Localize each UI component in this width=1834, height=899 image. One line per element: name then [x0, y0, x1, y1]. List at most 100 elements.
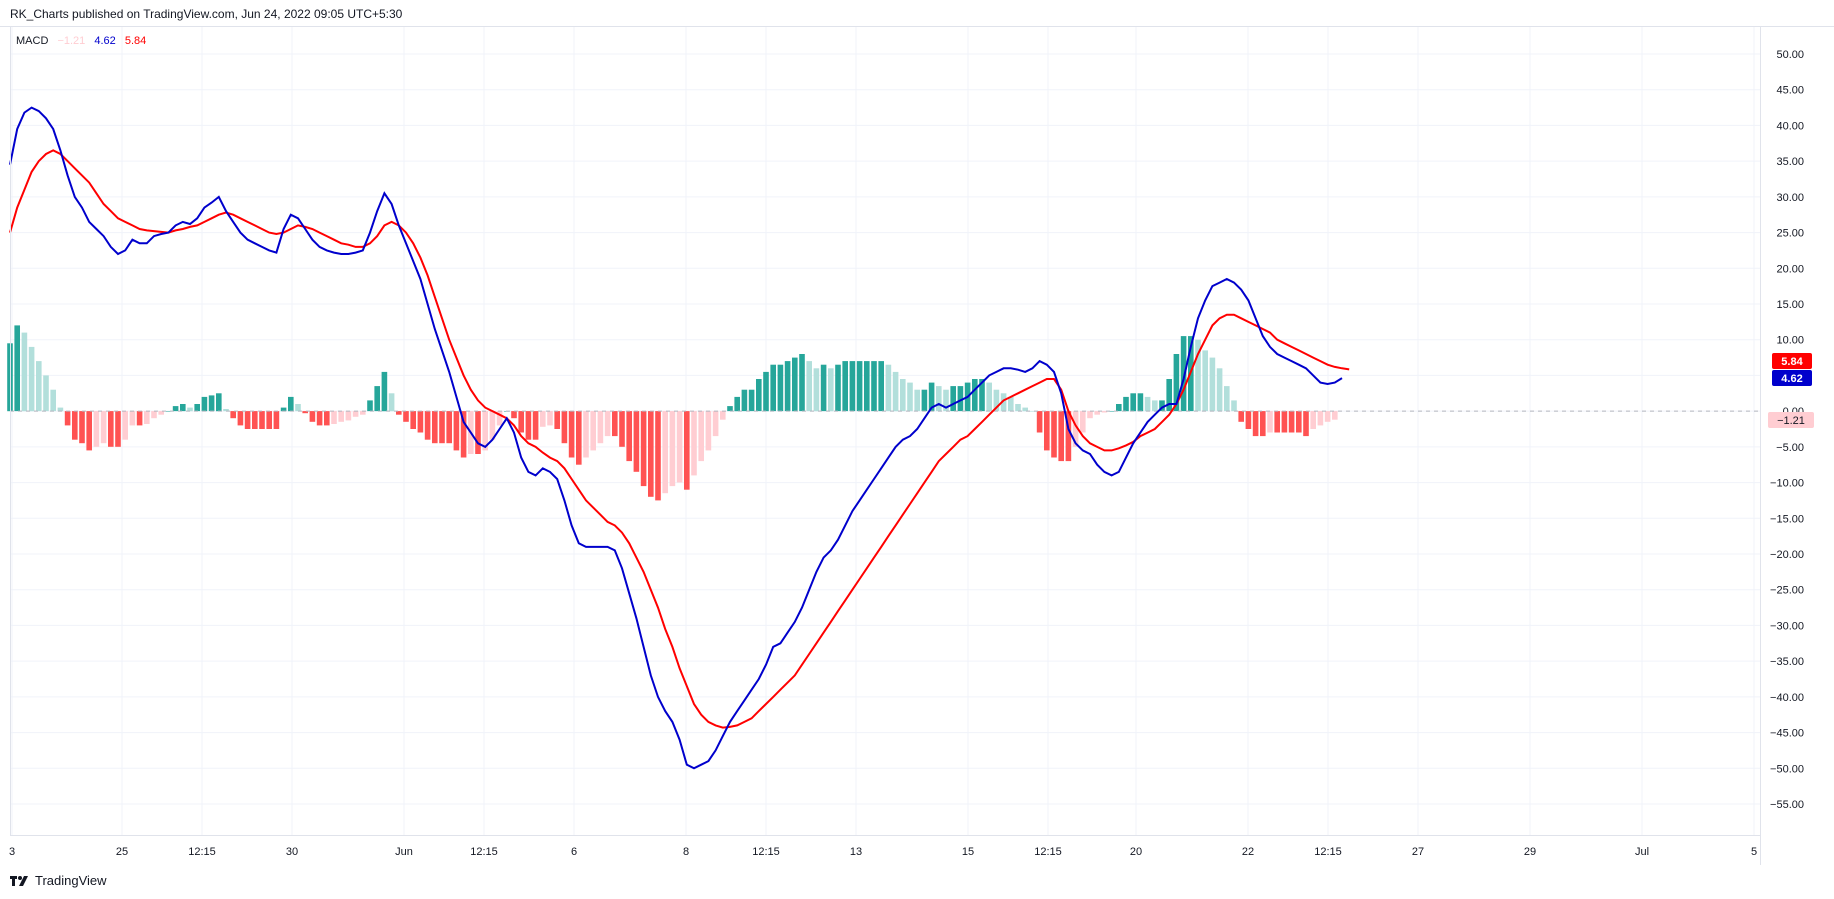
histogram-bar — [72, 411, 78, 440]
histogram-bar — [475, 411, 481, 454]
y-tick-label: −35.00 — [1770, 656, 1804, 668]
histogram-bar — [532, 411, 539, 440]
histogram-bar — [1036, 411, 1043, 433]
histogram-bar — [1101, 411, 1108, 413]
histogram-bar — [734, 396, 740, 412]
histogram-bar — [1080, 411, 1086, 433]
histogram-bar — [424, 411, 431, 440]
histogram-bar — [792, 357, 798, 412]
histogram-bar — [1267, 411, 1273, 433]
histogram-bar — [871, 361, 877, 412]
histogram-bar — [403, 411, 409, 422]
histogram-bar — [1238, 411, 1244, 422]
histogram-bar — [410, 411, 416, 429]
y-tick-label: 50.00 — [1776, 49, 1804, 61]
x-tick-label: 12:15 — [1034, 846, 1062, 858]
x-tick-label: 8 — [683, 846, 689, 858]
histogram-bar — [360, 411, 366, 415]
histogram-bar — [662, 411, 668, 494]
y-tick-label: −10.00 — [1770, 478, 1804, 490]
legend-indicator-name[interactable]: MACD — [16, 35, 49, 47]
histogram-bar — [28, 346, 35, 412]
histogram-bar — [626, 411, 632, 462]
histogram-bar — [1303, 411, 1309, 437]
histogram-bar — [583, 411, 589, 458]
histogram-bar — [763, 371, 769, 412]
histogram-bar — [151, 411, 157, 419]
histogram-bar — [244, 411, 251, 429]
histogram-bar — [619, 411, 625, 447]
histogram-bar — [36, 361, 42, 412]
histogram-bar — [1224, 386, 1230, 412]
histogram-bar — [921, 389, 928, 412]
x-tick-label: 27 — [1412, 846, 1424, 858]
histogram-bar — [57, 407, 64, 412]
histogram-bar — [878, 361, 884, 412]
histogram-bar — [100, 411, 107, 444]
footer-brand[interactable]: TradingView — [10, 873, 107, 888]
histogram-bar — [568, 411, 575, 458]
y-tick-label: −25.00 — [1770, 585, 1804, 597]
histogram-bar — [640, 411, 647, 487]
histogram-bar — [547, 411, 553, 426]
histogram-bar — [698, 411, 704, 462]
histogram-bar — [1332, 411, 1338, 420]
histogram-bar — [756, 379, 762, 412]
histogram-bar — [489, 411, 496, 440]
signal-badge-value: 5.84 — [1781, 356, 1803, 368]
histogram-bar — [936, 386, 942, 412]
histogram-bar — [1202, 350, 1208, 412]
histogram-bar — [993, 389, 1000, 412]
histogram-bar — [302, 411, 308, 414]
histogram-bar — [50, 389, 56, 412]
histogram-bar — [1274, 411, 1280, 433]
histogram-bar — [1044, 411, 1050, 451]
histogram-bar — [1000, 393, 1007, 412]
histogram-bar — [1022, 407, 1028, 412]
histogram-bar — [446, 411, 452, 444]
x-tick-label: 12:15 — [470, 846, 498, 858]
histogram-bar — [914, 389, 920, 412]
histogram-bar — [309, 411, 316, 422]
histogram-bar — [129, 411, 136, 426]
plot-border-bottom — [10, 835, 1760, 836]
price-axis[interactable]: 50.00 45.00 40.00 35.00 30.00 25.00 20.00 15.00… — [1770, 49, 1804, 811]
histogram-bar — [1324, 411, 1331, 422]
histogram-bar — [194, 404, 200, 412]
histogram-bar — [1159, 400, 1165, 412]
histogram-bar — [345, 411, 352, 421]
histogram-bar — [324, 411, 330, 426]
chart-legend: MACD −1.21 4.62 5.84 — [16, 35, 152, 47]
histogram-bar — [1245, 411, 1252, 429]
legend-histogram-value: −1.21 — [57, 35, 86, 47]
signal-badge-bg — [1772, 353, 1812, 369]
histogram-bar — [979, 379, 985, 412]
time-axis[interactable]: 3 25 12:15 30 Jun 12:15 6 8 12:15 13 15 12:15 20 22 12… — [9, 846, 1757, 858]
plot-border-right — [1760, 27, 1761, 865]
y-tick-label: 25.00 — [1776, 228, 1804, 240]
y-tick-label: −55.00 — [1770, 799, 1804, 811]
macd-badge-value: 4.62 — [1781, 373, 1802, 385]
histogram-badge-value: −1.21 — [1777, 415, 1805, 427]
histogram-bar — [633, 411, 640, 472]
histogram-bar — [525, 411, 532, 440]
histogram-bar — [1144, 396, 1151, 412]
y-tick-label: 45.00 — [1776, 85, 1804, 97]
histogram-bar — [648, 411, 654, 497]
histogram-bar — [223, 409, 229, 412]
histogram-bar — [1123, 396, 1129, 412]
histogram-bar — [172, 406, 179, 412]
histogram-bar — [928, 382, 935, 412]
histogram-bar — [482, 411, 488, 451]
signal-line — [9, 149, 1350, 729]
histogram-bar — [1216, 368, 1223, 412]
histogram-bar — [849, 361, 856, 412]
histogram-bar — [1281, 411, 1288, 433]
histogram-bar — [820, 364, 827, 412]
x-tick-label: 25 — [116, 846, 128, 858]
histogram-bar — [597, 411, 604, 444]
value-badges: 5.84 4.62 −1.21 — [1768, 353, 1814, 428]
x-tick-label: 3 — [9, 846, 15, 858]
histogram-bar — [1209, 357, 1216, 412]
